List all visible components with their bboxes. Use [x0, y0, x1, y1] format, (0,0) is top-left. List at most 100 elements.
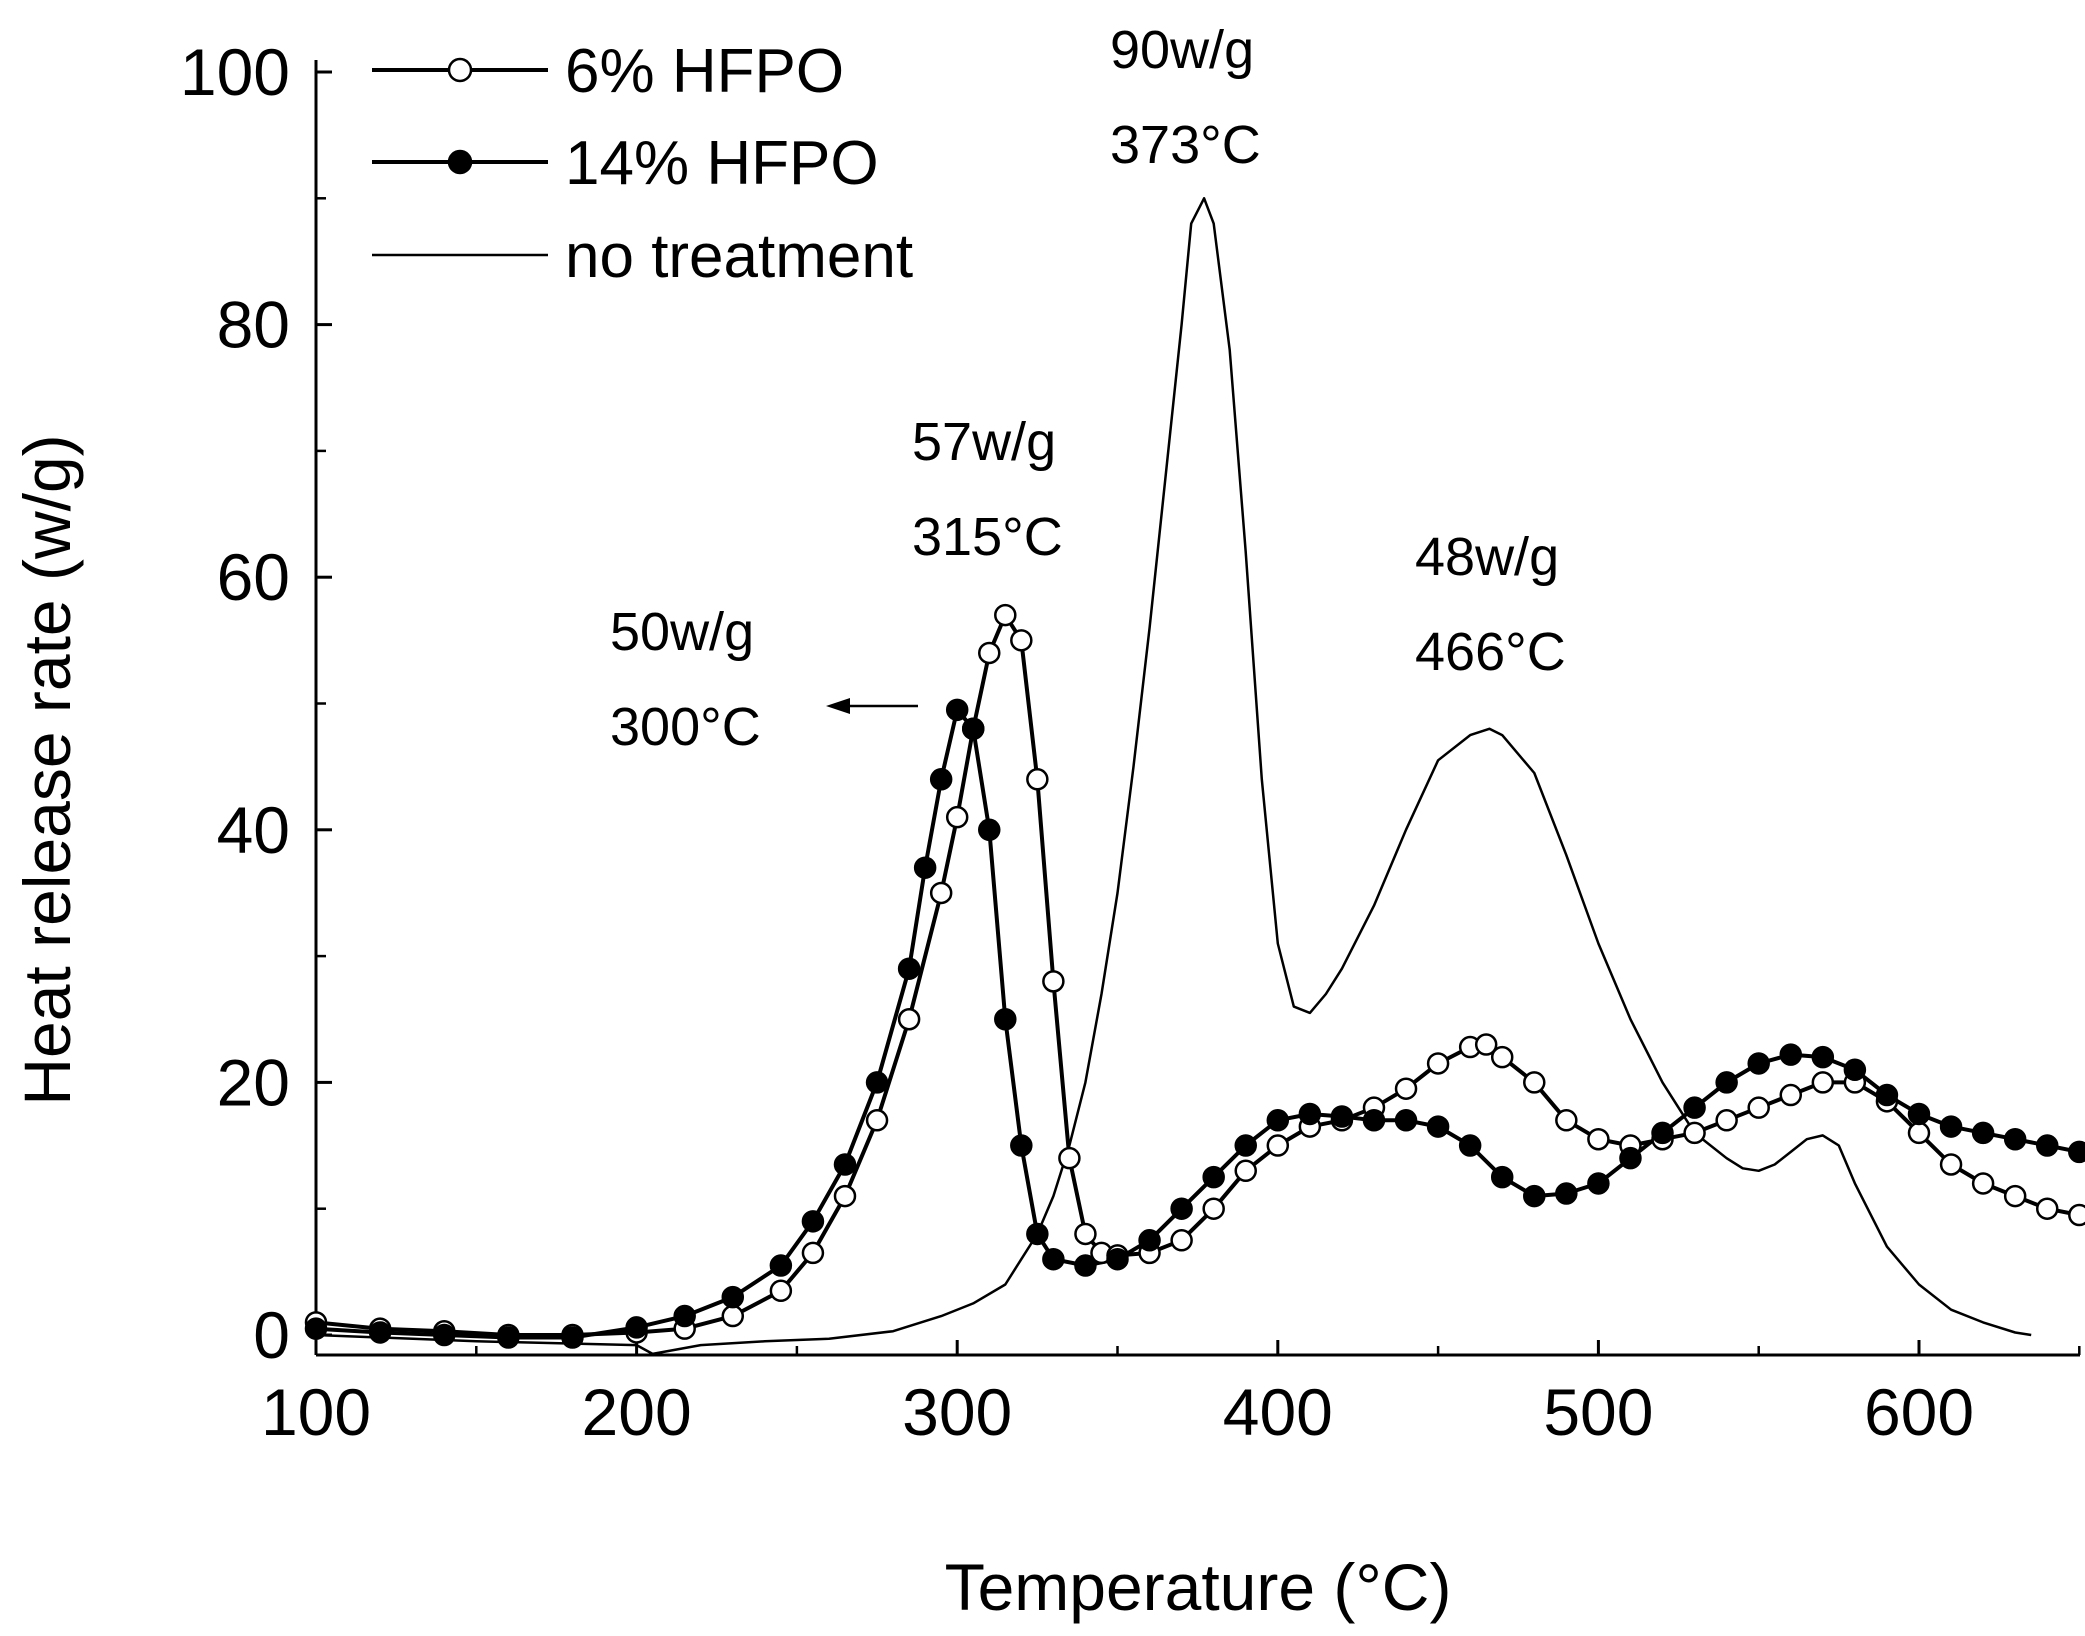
annotation-value: 48w/g	[1415, 527, 1559, 587]
data-point	[1394, 1109, 1418, 1132]
data-point	[1234, 1159, 1257, 1183]
data-point	[929, 881, 953, 905]
data-point	[304, 1317, 328, 1340]
annotation-temperature: 466°C	[1415, 622, 1566, 682]
data-point	[865, 1071, 889, 1094]
data-point	[769, 1279, 793, 1303]
data-point	[1843, 1058, 1867, 1082]
data-point	[1058, 1146, 1081, 1170]
data-point	[1683, 1096, 1706, 1119]
data-point	[1330, 1105, 1354, 1128]
annotation-value: 90w/g	[1110, 20, 1254, 80]
data-point	[1026, 768, 1049, 791]
data-point	[2035, 1134, 2059, 1157]
annotation-temperature: 373°C	[1110, 115, 1261, 175]
data-point	[1426, 1052, 1450, 1075]
plot-area: 100 200 300 400 500 600 0 20 40 60 80 100 50w/g 300…	[180, 20, 2085, 1449]
y-axis-ticks: 0 20 40 60 80 100	[180, 35, 332, 1372]
data-point	[1651, 1121, 1674, 1145]
data-point	[721, 1285, 745, 1309]
data-point	[1474, 1033, 1498, 1056]
data-point	[801, 1210, 825, 1233]
y-tick-label: 80	[217, 288, 290, 362]
series-line-6-hfpo	[315, 613, 2080, 1337]
x-tick-label: 200	[582, 1375, 692, 1449]
y-axis-title: Heat release rate (w/g)	[10, 434, 84, 1105]
data-point	[1042, 1247, 1065, 1271]
data-point	[1811, 1045, 1835, 1069]
data-point	[1587, 1172, 1610, 1195]
data-point	[1074, 1254, 1097, 1277]
data-point	[1555, 1182, 1578, 1205]
x-tick-label: 500	[1543, 1375, 1653, 1449]
data-point	[978, 818, 1001, 842]
series-line-no-treatment	[315, 197, 2032, 1356]
annotation-temperature: 315°C	[912, 507, 1063, 567]
data-point	[1747, 1096, 1770, 1119]
data-point	[625, 1316, 648, 1339]
x-tick-label: 300	[902, 1375, 1012, 1449]
data-point	[1298, 1102, 1322, 1126]
data-point	[2035, 1197, 2059, 1220]
data-point	[1362, 1109, 1386, 1132]
data-point	[1138, 1229, 1161, 1252]
y-tick-label: 20	[217, 1045, 290, 1119]
data-point	[368, 1321, 392, 1344]
data-point	[432, 1323, 456, 1347]
data-point	[1106, 1247, 1129, 1271]
data-point	[1074, 1222, 1097, 1246]
data-point	[945, 698, 969, 722]
data-point	[833, 1153, 857, 1176]
y-tick-label: 40	[217, 793, 290, 867]
annotation-value: 57w/g	[912, 412, 1056, 472]
data-point	[978, 641, 1001, 665]
data-point	[897, 957, 921, 980]
series-line-14-hfpo	[315, 707, 2080, 1340]
data-point	[1907, 1121, 1931, 1145]
data-point	[945, 805, 969, 829]
annotation-value: 50w/g	[610, 602, 754, 662]
data-point	[1587, 1127, 1610, 1151]
legend-item: 6% HFPO	[372, 37, 844, 106]
data-point	[673, 1304, 696, 1328]
legend: 6% HFPO 14% HFPO no treatment	[372, 37, 913, 291]
data-point	[497, 1326, 520, 1349]
annotation-temperature: 300°C	[610, 697, 761, 757]
data-point	[2068, 1140, 2085, 1164]
data-point	[1715, 1071, 1738, 1094]
data-point	[1010, 1134, 1033, 1157]
data-point	[1523, 1184, 1546, 1208]
x-tick-label: 100	[261, 1375, 371, 1449]
data-point	[1939, 1153, 1963, 1176]
legend-marker	[447, 57, 473, 83]
data-point	[1458, 1134, 1482, 1157]
data-point	[994, 603, 1017, 627]
data-point	[833, 1184, 857, 1208]
data-point	[1202, 1197, 1225, 1220]
x-axis-ticks: 100 200 300 400 500 600	[261, 1340, 2081, 1449]
legend-label: 6% HFPO	[565, 37, 844, 106]
data-point	[1170, 1229, 1193, 1252]
data-point	[913, 856, 937, 879]
data-point	[1202, 1165, 1225, 1189]
data-point	[1875, 1083, 1899, 1107]
data-point	[1555, 1109, 1578, 1132]
data-point	[1490, 1165, 1514, 1189]
data-point	[1266, 1109, 1290, 1132]
data-point	[1811, 1071, 1835, 1094]
data-point	[1042, 970, 1065, 993]
data-point	[721, 1304, 745, 1328]
data-point	[1779, 1043, 1803, 1066]
data-point	[994, 1008, 1017, 1031]
legend-label: no treatment	[565, 222, 913, 291]
data-point	[897, 1008, 921, 1031]
data-point	[2003, 1184, 2027, 1208]
data-point	[561, 1326, 584, 1349]
legend-label: 14% HFPO	[565, 129, 879, 198]
data-point	[1619, 1146, 1642, 1170]
data-point	[1026, 1222, 1049, 1246]
data-point	[1907, 1102, 1931, 1126]
series-lines	[315, 197, 2080, 1356]
data-point	[1683, 1121, 1706, 1145]
